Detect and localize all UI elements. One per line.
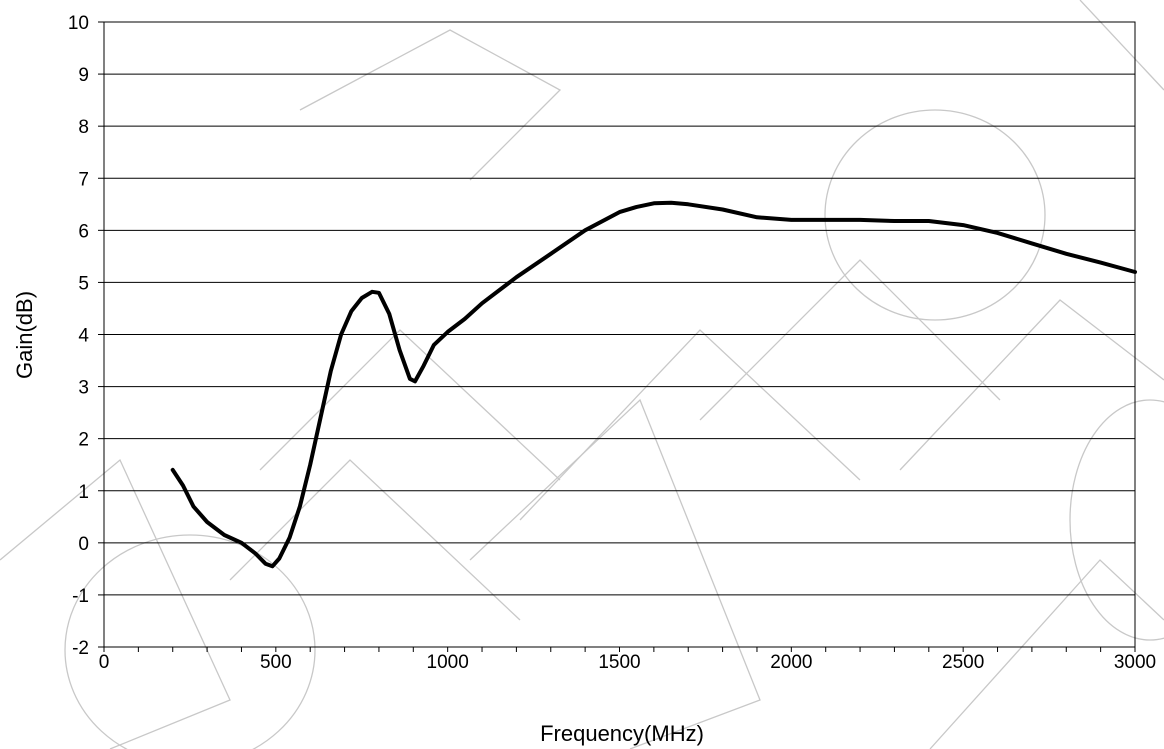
y-tick-label: 4: [78, 326, 89, 347]
x-tick-label: 1000: [427, 652, 469, 673]
x-tick-label: 2500: [942, 652, 984, 673]
y-tick-label: -2: [72, 638, 89, 659]
x-tick-label: 0: [99, 652, 110, 673]
y-tick-label: 3: [78, 378, 89, 399]
x-tick-label: 3000: [1114, 652, 1156, 673]
grid-lines: [104, 21, 1135, 648]
y-tick-label: 6: [78, 221, 89, 242]
y-tick-label: 8: [78, 117, 89, 138]
y-tick-label: 9: [78, 65, 89, 86]
x-axis-title: Frequency(MHz): [540, 721, 704, 746]
y-tick-label: 2: [78, 430, 89, 451]
y-tick-label: -1: [72, 586, 89, 607]
y-tick-label: 10: [68, 13, 89, 34]
y-tick-label: 0: [78, 534, 89, 555]
y-tick-label: 5: [78, 273, 89, 294]
x-tick-label: 500: [260, 652, 292, 673]
series-layer: [170, 200, 1137, 569]
x-tick-label: 1500: [598, 652, 640, 673]
x-axis: 0 500 1000 1500 2000 2500 3000: [99, 647, 1156, 673]
y-axis-title: Gain(dB): [12, 291, 37, 379]
y-tick-label: 1: [78, 482, 89, 503]
gain-curve: [170, 200, 1137, 569]
y-tick-label: 7: [78, 169, 89, 190]
x-tick-label: 2000: [770, 652, 812, 673]
y-axis: -2 -1 0 1 2 3 4 5 6 7 8 9 10: [68, 13, 104, 659]
